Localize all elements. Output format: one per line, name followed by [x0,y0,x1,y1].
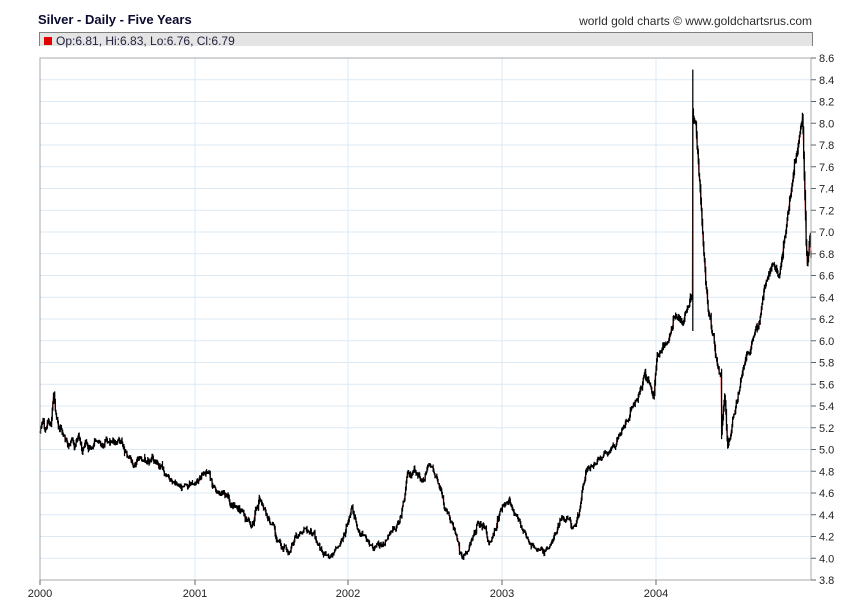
svg-text:5.4: 5.4 [819,401,834,413]
svg-text:4.4: 4.4 [819,510,834,522]
svg-text:3.8: 3.8 [819,575,834,587]
svg-text:8.4: 8.4 [819,75,834,87]
svg-text:5.6: 5.6 [819,379,834,391]
svg-text:7.6: 7.6 [819,162,834,174]
svg-text:6.0: 6.0 [819,336,834,348]
svg-text:7.2: 7.2 [819,205,834,217]
svg-text:4.0: 4.0 [819,553,834,565]
svg-text:4.2: 4.2 [819,532,834,544]
svg-text:5.2: 5.2 [819,423,834,435]
svg-text:2001: 2001 [183,588,207,600]
svg-text:7.8: 7.8 [819,140,834,152]
svg-text:8.0: 8.0 [819,118,834,130]
svg-text:6.2: 6.2 [819,314,834,326]
svg-text:4.8: 4.8 [819,466,834,478]
svg-text:2003: 2003 [490,588,514,600]
svg-text:6.4: 6.4 [819,292,834,304]
svg-text:7.0: 7.0 [819,227,834,239]
svg-text:2002: 2002 [336,588,360,600]
svg-text:2000: 2000 [28,588,52,600]
svg-text:4.6: 4.6 [819,488,834,500]
svg-text:5.0: 5.0 [819,445,834,457]
svg-text:6.6: 6.6 [819,271,834,283]
svg-text:5.8: 5.8 [819,358,834,370]
svg-text:8.6: 8.6 [819,53,834,65]
svg-text:2004: 2004 [644,588,668,600]
svg-text:8.2: 8.2 [819,97,834,109]
svg-text:7.4: 7.4 [819,184,834,196]
svg-text:6.8: 6.8 [819,249,834,261]
